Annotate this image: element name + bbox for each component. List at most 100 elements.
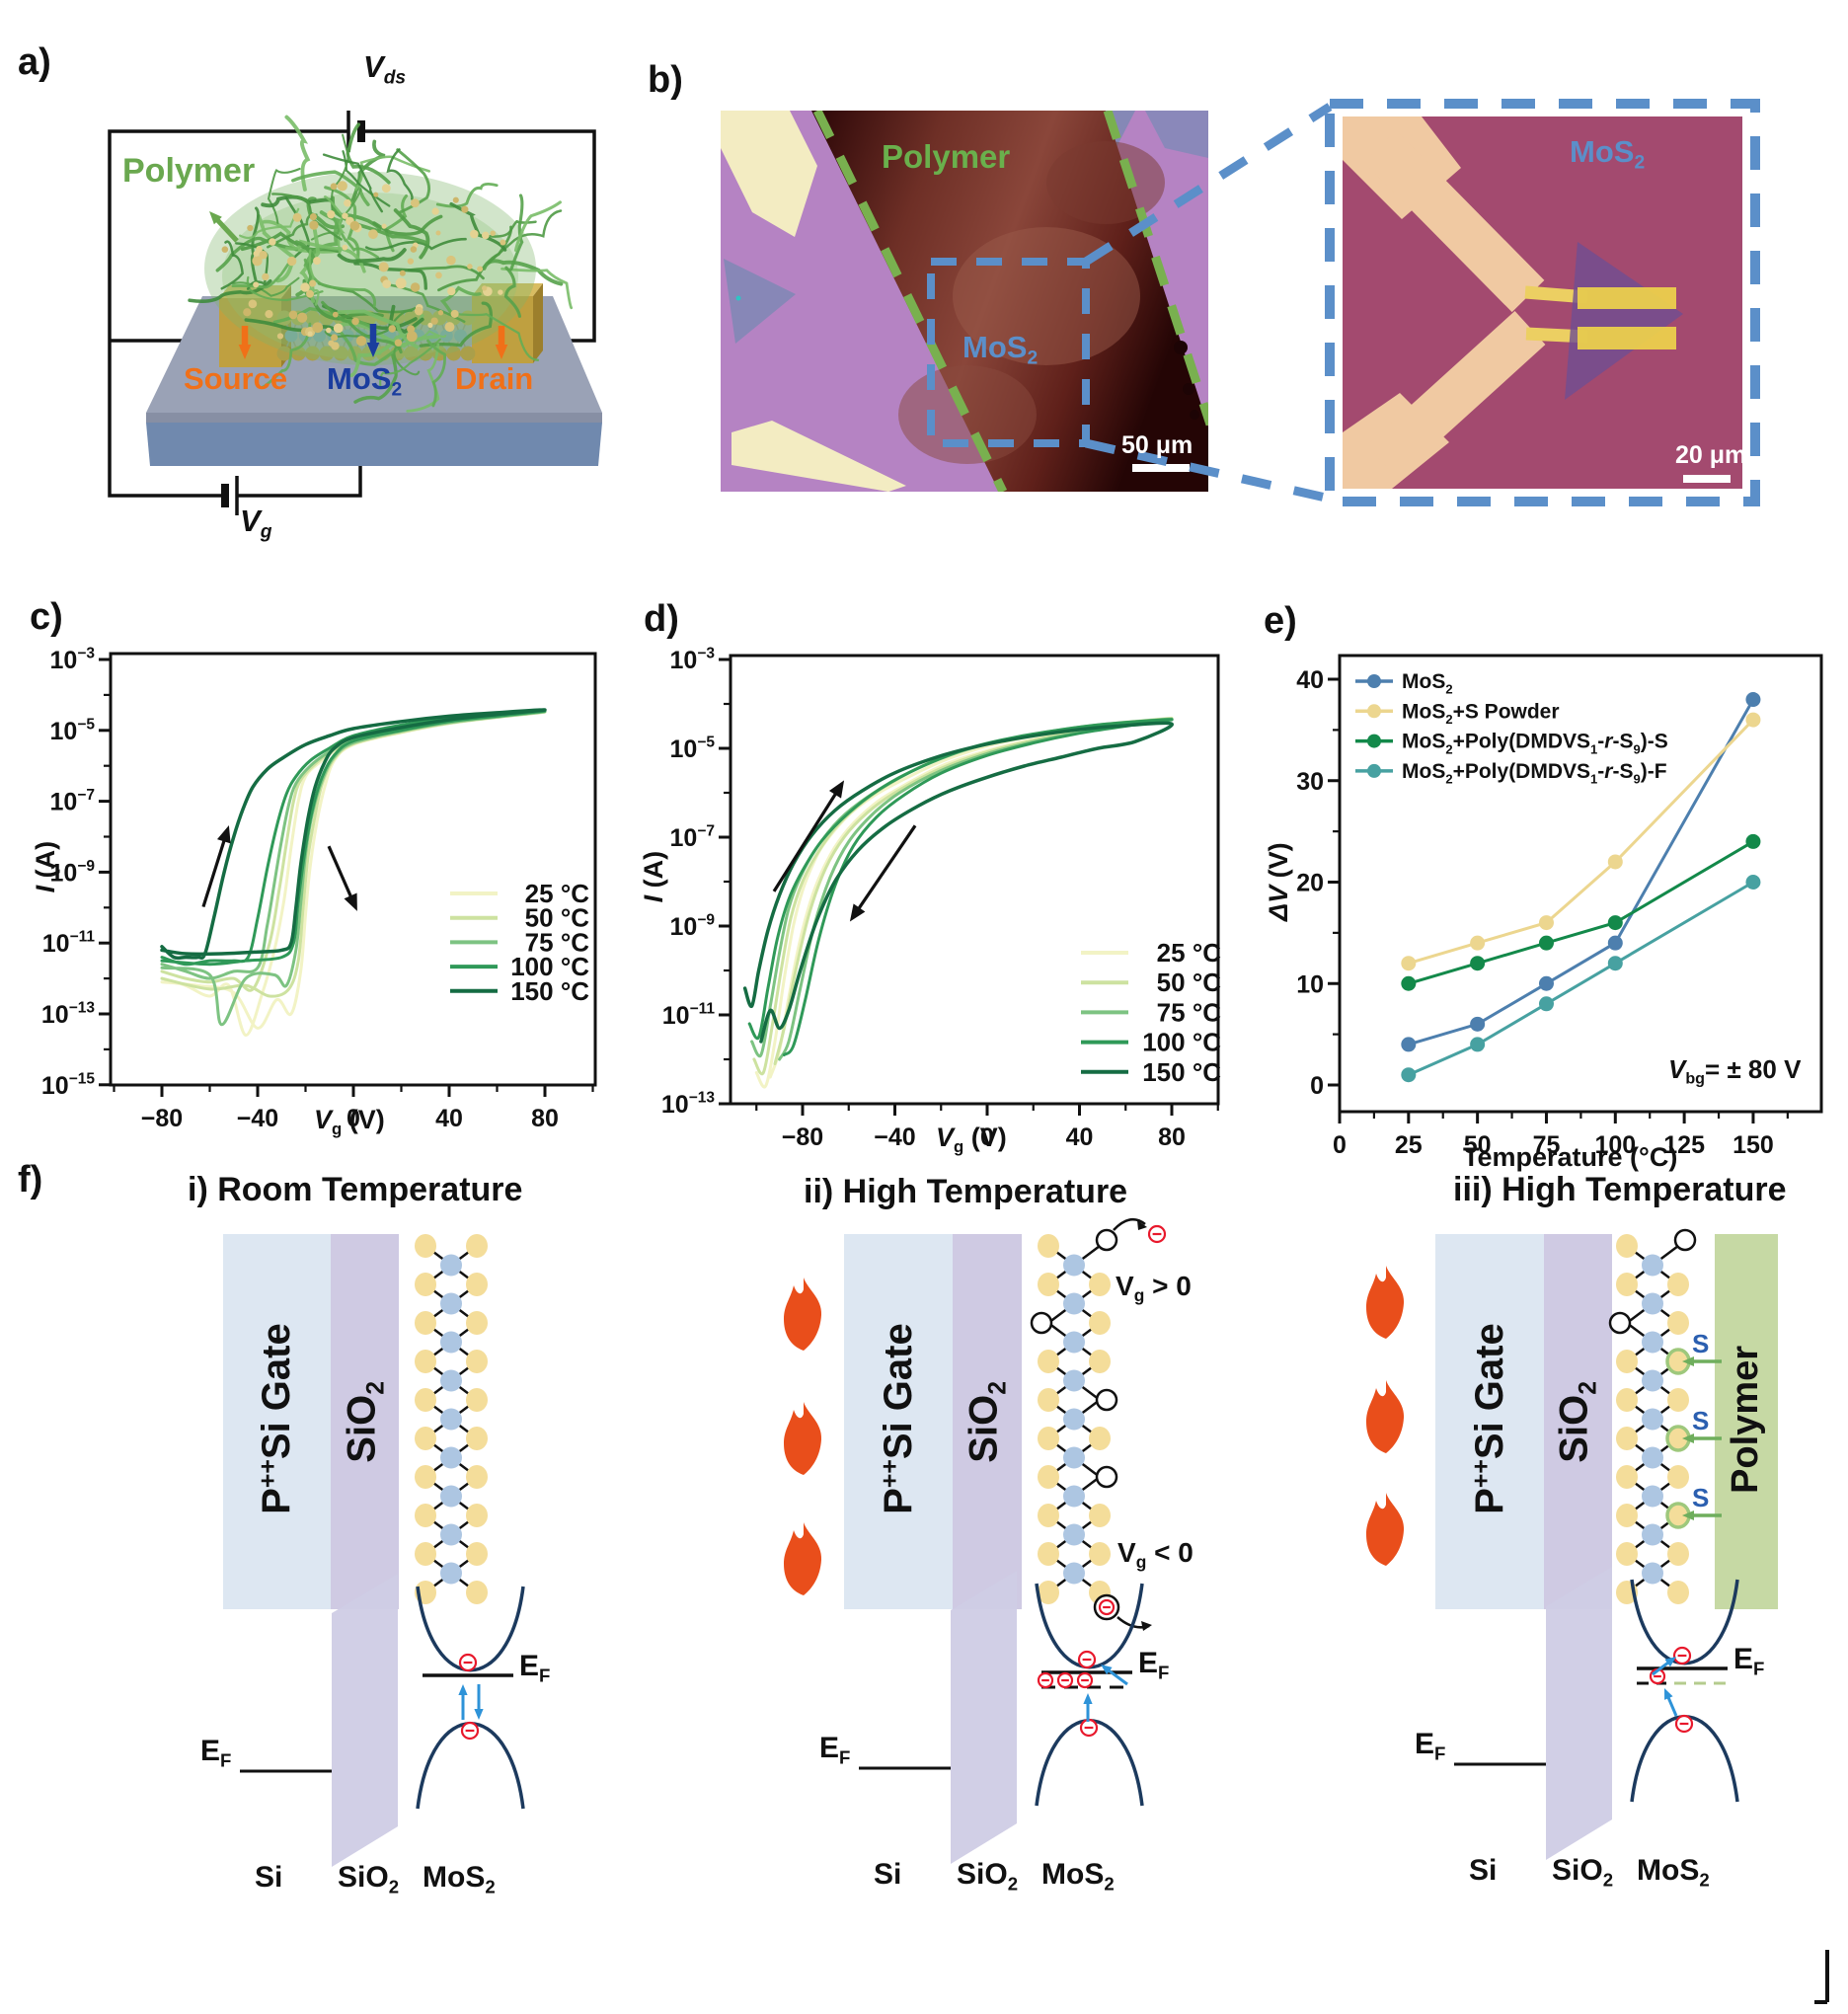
svg-text:75: 75 [1533, 1131, 1561, 1159]
svg-text:MoS2+Poly(DMDVS1-r-S9)-F: MoS2+Poly(DMDVS1-r-S9)-F [1402, 760, 1667, 787]
panel-label-c: c) [30, 596, 63, 638]
ef-right-label-iii: EF [1733, 1643, 1765, 1679]
gate-layer-iii [1435, 1234, 1544, 1609]
svg-text:0: 0 [1310, 1072, 1324, 1100]
zoom-connector-top [1083, 103, 1333, 266]
svg-text:10−5: 10−5 [50, 716, 96, 745]
svg-text:100 °C: 100 °C [1142, 1028, 1221, 1057]
c-x-axis-label: Vg (V) [314, 1105, 385, 1138]
crop-artifact-mark [1814, 1950, 1829, 2004]
svg-text:80: 80 [1158, 1123, 1186, 1151]
svg-text:30: 30 [1296, 768, 1324, 796]
sulfur-label-2: S [1692, 1406, 1710, 1435]
electrode-finger-top [1578, 287, 1676, 309]
zoom-connector-bottom [1085, 438, 1331, 504]
svg-text:10−5: 10−5 [670, 735, 716, 764]
svg-text:40: 40 [1296, 666, 1324, 694]
d-x-axis-label: Vg (V) [936, 1123, 1007, 1156]
svg-text:10−11: 10−11 [662, 1001, 716, 1031]
band-sio2-label-ii: SiO2 [957, 1858, 1019, 1895]
battery-vg-symbol [221, 476, 239, 515]
mos2-flake-left [724, 259, 796, 344]
polymer-label-b: Polymer [882, 138, 1011, 175]
device-3d-schematic [108, 111, 602, 515]
scale-label-50um: 50 μm [1121, 431, 1194, 459]
svg-text:80: 80 [531, 1105, 559, 1132]
svg-text:10−3: 10−3 [50, 646, 96, 675]
sulfur-label-3: S [1692, 1483, 1710, 1512]
transfer-curve-chart-d: −80 −40 0 40 80 10−3 10−5 10−7 10−9 10−11 10−13 25 … [661, 646, 1221, 1152]
polymer-mesh-blob [188, 115, 574, 413]
transfer-curve-chart-c: −80 −40 0 40 80 10−3 10−5 10−7 10−9 10−11 10−13 10−… [41, 646, 597, 1132]
svg-text:0: 0 [346, 1105, 360, 1132]
svg-text:10−7: 10−7 [50, 787, 96, 816]
sio2-layer-ii [953, 1234, 1022, 1609]
band-mos2-label-i: MoS2 [423, 1861, 496, 1898]
zoom-region-box [927, 258, 1090, 447]
ef-right-label-ii: EF [1138, 1647, 1170, 1683]
gate-layer-i [223, 1234, 331, 1609]
ef-left-label-i: EF [200, 1735, 232, 1771]
band-sio2-label-iii: SiO2 [1552, 1854, 1614, 1891]
svg-text:10: 10 [1296, 970, 1324, 998]
panel-a-pointer-arrows [209, 211, 508, 359]
svg-text:50 °C: 50 °C [1157, 968, 1222, 997]
ef-left-label-ii: EF [819, 1732, 851, 1768]
mechanism-dynamic [240, 1217, 1739, 1867]
svg-text:10−3: 10−3 [670, 646, 716, 675]
svg-text:40: 40 [435, 1105, 463, 1132]
panel-label-e: e) [1264, 600, 1297, 642]
svg-text:75 °C: 75 °C [525, 927, 590, 957]
substrate-top-edge [146, 413, 602, 423]
svg-text:0: 0 [1333, 1131, 1347, 1159]
polymer-layer-label-iii: Polymer [1725, 1345, 1767, 1494]
electrode-arm-top [1363, 129, 1545, 313]
polymer-edge-dash-right [1103, 111, 1208, 426]
zoom-target-border [1325, 99, 1760, 506]
electrode-pad-topleft [721, 111, 817, 237]
svg-text:0: 0 [980, 1123, 994, 1151]
panel-label-a: a) [18, 41, 51, 83]
gate-label-iii: P++Si Gate [1468, 1323, 1511, 1514]
svg-text:10−9: 10−9 [50, 858, 96, 888]
svg-text:MoS2+Poly(DMDVS1-r-S9)-S: MoS2+Poly(DMDVS1-r-S9)-S [1402, 731, 1668, 757]
svg-text:50 °C: 50 °C [525, 903, 590, 933]
svg-text:25 °C: 25 °C [525, 879, 590, 908]
svg-text:−40: −40 [874, 1123, 915, 1151]
svg-text:10−11: 10−11 [42, 929, 96, 959]
sio2-layer-label-i: SiO2 [340, 1381, 390, 1463]
svg-text:10−7: 10−7 [670, 823, 716, 853]
panel-label-f: f) [18, 1159, 43, 1201]
band-mos2-label-ii: MoS2 [1041, 1858, 1115, 1895]
band-mos2-label-iii: MoS2 [1637, 1854, 1710, 1891]
svg-text:−80: −80 [782, 1123, 823, 1151]
electrode-finger-bottom [1578, 327, 1676, 349]
polymer-edge-dash-left [812, 111, 1008, 492]
d-y-axis-label: I (A) [638, 850, 668, 903]
svg-text:MoS2: MoS2 [1402, 670, 1453, 697]
drain-label: Drain [455, 361, 534, 396]
scalebar-20um [1683, 475, 1731, 483]
sio2-layer-label-iii: SiO2 [1552, 1381, 1602, 1463]
band-sio2-label-i: SiO2 [338, 1861, 400, 1898]
svg-text:25: 25 [1395, 1131, 1423, 1159]
svg-text:10−13: 10−13 [41, 1000, 95, 1030]
svg-text:20: 20 [1296, 870, 1324, 897]
ef-left-label-iii: EF [1415, 1728, 1446, 1764]
panel-label-b: b) [648, 59, 683, 101]
e-y-axis-label: ΔV (V) [1263, 842, 1293, 921]
svg-text:75 °C: 75 °C [1157, 997, 1222, 1027]
svg-text:10−13: 10−13 [661, 1090, 715, 1120]
mos2-label-b-right: MoS2 [1570, 134, 1646, 174]
svg-text:10−15: 10−15 [41, 1070, 95, 1100]
micrograph-left [721, 111, 1208, 492]
svg-text:100 °C: 100 °C [510, 952, 589, 981]
mos2-triangle-flake [1565, 242, 1683, 400]
svg-text:−40: −40 [237, 1105, 278, 1132]
scale-label-20um: 20 μm [1675, 441, 1747, 469]
ef-right-label-i: EF [519, 1650, 551, 1686]
band-si-label-iii: Si [1469, 1854, 1498, 1887]
gate-label-ii: P++Si Gate [877, 1323, 920, 1514]
